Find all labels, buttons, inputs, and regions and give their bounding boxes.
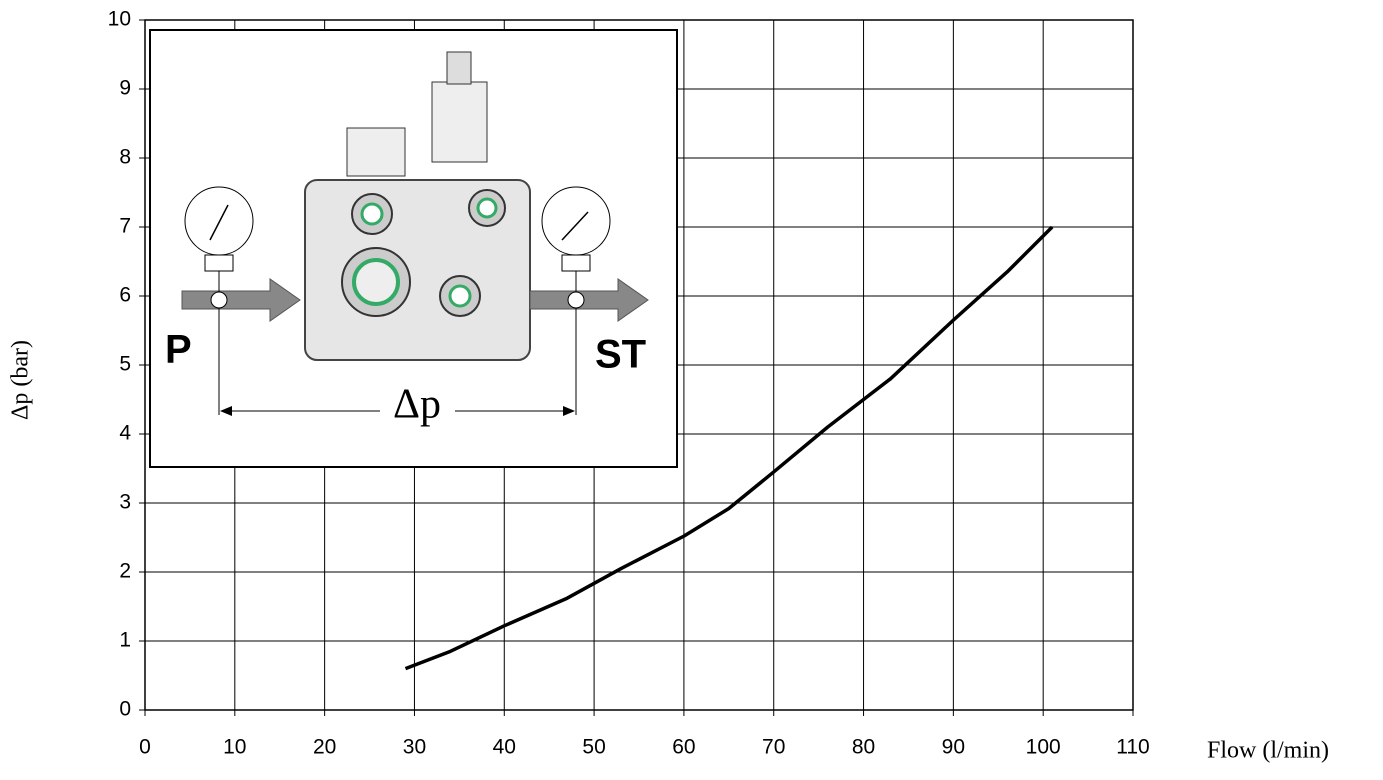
gauge-neck: [562, 255, 590, 271]
port: [450, 286, 470, 306]
y-tick-label: 1: [119, 629, 131, 652]
port: [478, 199, 496, 217]
y-tick-label: 5: [119, 353, 131, 376]
outlet-label: ST: [595, 333, 646, 377]
x-tick-label: 100: [1026, 736, 1061, 759]
y-tick-label: 10: [108, 8, 131, 31]
x-tick-label: 20: [313, 736, 336, 759]
x-tick-label: 60: [672, 736, 695, 759]
inlet-label: P: [165, 328, 192, 372]
y-tick-label: 3: [119, 491, 131, 514]
inset: P ST Δp: [150, 30, 677, 467]
y-tick-label: 9: [119, 77, 131, 100]
gauge-neck: [205, 255, 233, 271]
x-tick-label: 50: [582, 736, 605, 759]
valve-cap: [347, 128, 405, 176]
y-tick-label: 6: [119, 284, 131, 307]
y-axis-label: Δp (bar): [8, 340, 34, 420]
port: [354, 260, 398, 304]
y-tick-label: 7: [119, 215, 131, 238]
x-tick-label: 30: [403, 736, 426, 759]
y-tick-label: 2: [119, 560, 131, 583]
x-tick-label: 80: [852, 736, 875, 759]
x-tick-label: 40: [493, 736, 516, 759]
chart: P ST Δp Δp (bar) Flow (l/min) 0 1 2 3 4 5 6 7 8 9…: [0, 0, 1383, 780]
x-tick-label: 10: [223, 736, 246, 759]
dp-label: Δp: [393, 382, 441, 428]
x-tick-label: 0: [139, 736, 151, 759]
page: P ST Δp Δp (bar) Flow (l/min) 0 1 2 3 4 5 6 7 8 9…: [0, 0, 1383, 780]
x-tick-label: 90: [942, 736, 965, 759]
x-axis-label: Flow (l/min): [1207, 738, 1329, 764]
x-tick-label: 70: [762, 736, 785, 759]
gauge: [542, 187, 610, 255]
y-tick-label: 8: [119, 146, 131, 169]
y-tick-label: 0: [119, 698, 131, 721]
tap: [568, 292, 584, 308]
port: [362, 204, 382, 224]
tap: [211, 292, 227, 308]
valve-screw: [447, 52, 471, 84]
y-tick-label: 4: [119, 422, 131, 445]
x-tick-label: 110: [1116, 736, 1149, 759]
valve-cartridge: [432, 82, 487, 162]
